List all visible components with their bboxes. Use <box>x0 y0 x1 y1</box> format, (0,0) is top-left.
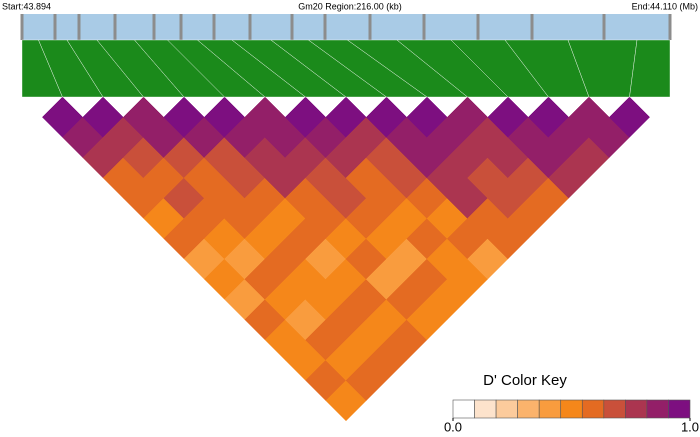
color-key-box <box>517 399 540 419</box>
snp-tick <box>323 14 327 40</box>
color-key-box <box>603 399 626 419</box>
snp-connector <box>629 39 671 98</box>
x-tick-label: End:44.110 (Mb) <box>632 1 698 11</box>
snp-tick <box>668 14 672 40</box>
snp-tick <box>212 14 216 40</box>
snp-tick <box>20 14 24 40</box>
snp-tick <box>248 14 252 40</box>
color-key-box <box>452 399 475 419</box>
snp-tick <box>530 14 534 40</box>
color-key-box <box>560 399 583 419</box>
color-key-box <box>581 399 605 419</box>
chart-title: Gm20 Region:216.00 (kb) <box>298 1 402 11</box>
snp-tick <box>53 14 57 40</box>
color-key-tick-label: 1.0 <box>681 419 699 434</box>
x-tick-label: Start:43.894 <box>2 1 51 11</box>
snp-tick <box>113 14 117 40</box>
ld-cell <box>608 97 651 138</box>
color-key-title: D' Color Key <box>483 372 567 389</box>
color-key-tick-label: 0.0 <box>444 419 462 434</box>
snp-tick <box>476 14 480 40</box>
snp-strip <box>22 14 670 40</box>
color-key-box <box>625 399 648 419</box>
snp-tick <box>179 14 183 40</box>
color-key-box <box>495 399 518 419</box>
color-key-box <box>538 399 562 419</box>
color-key-box <box>668 399 691 419</box>
color-key-box <box>646 399 669 419</box>
snp-tick <box>602 14 606 40</box>
snp-tick <box>422 14 426 40</box>
color-key-box <box>474 399 497 419</box>
snp-tick <box>77 14 81 40</box>
snp-tick <box>152 14 156 40</box>
snp-tick <box>368 14 372 40</box>
heatmap <box>41 97 651 421</box>
snp-tick <box>290 14 294 40</box>
